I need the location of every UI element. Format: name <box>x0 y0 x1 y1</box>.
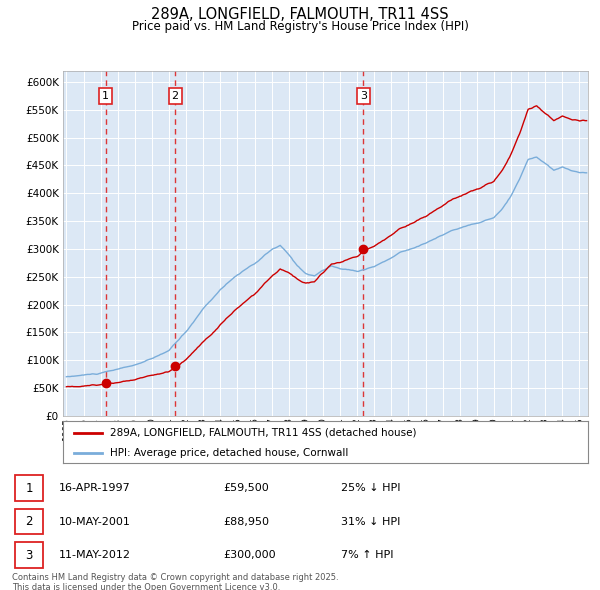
Text: 25% ↓ HPI: 25% ↓ HPI <box>341 483 401 493</box>
Text: 1: 1 <box>25 481 32 494</box>
Text: £300,000: £300,000 <box>224 550 276 560</box>
Text: 3: 3 <box>360 91 367 101</box>
Text: 10-MAY-2001: 10-MAY-2001 <box>59 517 131 527</box>
FancyBboxPatch shape <box>15 509 43 535</box>
Text: 289A, LONGFIELD, FALMOUTH, TR11 4SS: 289A, LONGFIELD, FALMOUTH, TR11 4SS <box>151 7 449 22</box>
Text: £88,950: £88,950 <box>224 517 269 527</box>
Text: HPI: Average price, detached house, Cornwall: HPI: Average price, detached house, Corn… <box>110 448 349 457</box>
Text: 2: 2 <box>172 91 179 101</box>
FancyBboxPatch shape <box>15 476 43 501</box>
Text: 11-MAY-2012: 11-MAY-2012 <box>59 550 131 560</box>
Text: 2: 2 <box>25 515 32 528</box>
Text: This data is licensed under the Open Government Licence v3.0.: This data is licensed under the Open Gov… <box>12 583 280 590</box>
Text: 289A, LONGFIELD, FALMOUTH, TR11 4SS (detached house): 289A, LONGFIELD, FALMOUTH, TR11 4SS (det… <box>110 428 417 438</box>
FancyBboxPatch shape <box>15 542 43 568</box>
Text: 16-APR-1997: 16-APR-1997 <box>59 483 131 493</box>
Text: Contains HM Land Registry data © Crown copyright and database right 2025.: Contains HM Land Registry data © Crown c… <box>12 573 338 582</box>
Text: 3: 3 <box>25 549 32 562</box>
Text: 31% ↓ HPI: 31% ↓ HPI <box>341 517 401 527</box>
Text: 1: 1 <box>102 91 109 101</box>
Text: 7% ↑ HPI: 7% ↑ HPI <box>341 550 394 560</box>
Text: £59,500: £59,500 <box>224 483 269 493</box>
Text: Price paid vs. HM Land Registry's House Price Index (HPI): Price paid vs. HM Land Registry's House … <box>131 20 469 33</box>
